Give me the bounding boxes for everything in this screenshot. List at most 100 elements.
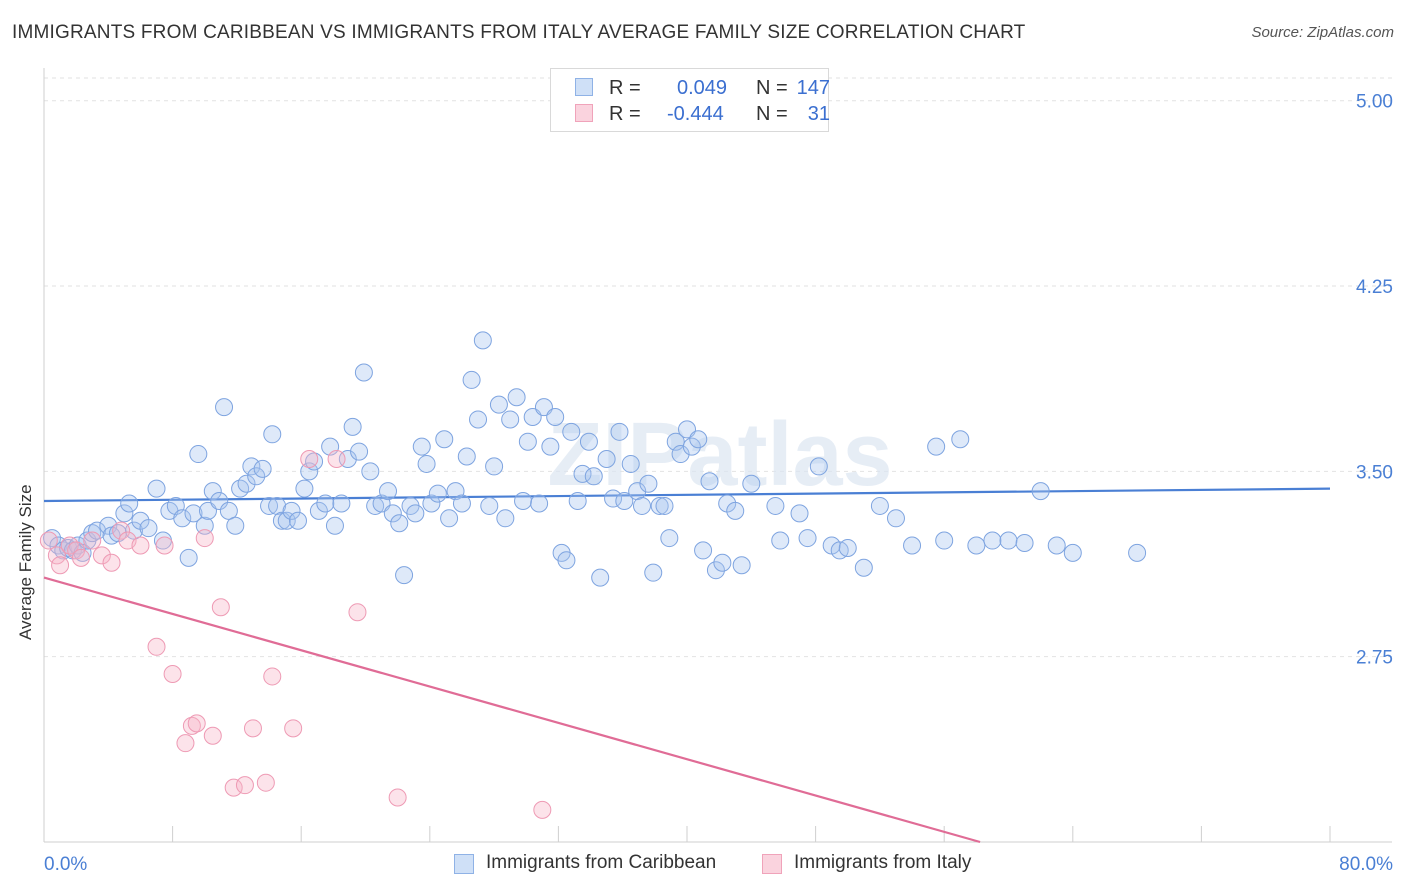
- caribbean-point: [361, 462, 380, 481]
- caribbean-point: [573, 464, 592, 483]
- watermark: ZIPatlas: [547, 405, 892, 505]
- n-value: 31: [807, 103, 830, 125]
- italy-swatch: [575, 104, 593, 122]
- italy-point: [211, 598, 230, 617]
- italy-point: [327, 450, 346, 468]
- caribbean-point: [184, 504, 203, 523]
- caribbean-point: [496, 509, 515, 528]
- caribbean-point: [530, 494, 549, 513]
- caribbean-point: [83, 524, 102, 543]
- tick-labels: 2.75 3.50 4.25 5.00 0.0% 80.0%: [44, 92, 1393, 875]
- caribbean-point: [689, 430, 708, 449]
- caribbean-point: [179, 548, 198, 567]
- caribbean-point: [247, 467, 266, 486]
- italy-point: [263, 667, 282, 686]
- italy-point: [284, 719, 303, 738]
- caribbean-point: [742, 474, 761, 493]
- caribbean-point: [253, 459, 272, 478]
- caribbean-point: [189, 445, 208, 464]
- caribbean-point: [215, 398, 234, 417]
- caribbean-point: [671, 445, 690, 464]
- italy-point: [163, 664, 182, 683]
- caribbean-point: [305, 452, 324, 471]
- italy-point: [47, 546, 66, 565]
- caribbean-point: [354, 363, 373, 382]
- data-points: [39, 331, 1147, 819]
- caribbean-point: [562, 422, 581, 441]
- caribbean-point: [88, 521, 107, 540]
- caribbean-point: [591, 568, 610, 587]
- caribbean-points: [43, 331, 1147, 587]
- caribbean-point: [350, 442, 369, 461]
- r-label: R =: [609, 77, 641, 99]
- caribbean-point: [766, 496, 785, 515]
- italy-point: [39, 531, 58, 550]
- italy-points: [39, 450, 552, 819]
- caribbean-point: [655, 496, 674, 515]
- italy-point: [533, 800, 552, 819]
- caribbean-swatch: [575, 78, 593, 96]
- italy-legend-label: Immigrants from Italy: [794, 852, 972, 873]
- source-label: Source: ZipAtlas.com: [1251, 24, 1394, 41]
- r-value: -0.444: [667, 103, 724, 125]
- caribbean-point: [417, 454, 436, 473]
- chart-title: IMMIGRANTS FROM CARIBBEAN VS IMMIGRANTS …: [12, 22, 1026, 43]
- caribbean-point: [288, 511, 307, 530]
- caribbean-point: [732, 556, 751, 575]
- caribbean-point: [726, 501, 745, 520]
- italy-point: [235, 776, 254, 795]
- italy-point: [112, 521, 131, 540]
- caribbean-point: [462, 370, 481, 389]
- caribbean-point: [682, 437, 701, 456]
- caribbean-point: [568, 492, 587, 511]
- italy-point: [102, 553, 121, 572]
- caribbean-point: [927, 437, 946, 456]
- stats-legend: R = 0.049 N = 147 R = -0.444 N = 31: [550, 68, 830, 132]
- caribbean-trend-line: [43, 487, 1331, 503]
- caribbean-point: [983, 531, 1002, 550]
- caribbean-point: [268, 496, 287, 515]
- n-label: N =: [756, 103, 788, 125]
- caribbean-legend-swatch: [454, 854, 474, 874]
- caribbean-point: [309, 501, 328, 520]
- caribbean-point: [584, 467, 603, 486]
- caribbean-point: [650, 496, 669, 515]
- italy-point: [300, 450, 319, 468]
- caribbean-point: [546, 407, 565, 426]
- caribbean-point: [1063, 543, 1082, 562]
- caribbean-point: [173, 509, 192, 528]
- italy-point: [256, 773, 275, 792]
- r-label: R =: [609, 103, 641, 125]
- caribbean-point: [219, 501, 238, 520]
- caribbean-point: [951, 430, 970, 449]
- trend-lines: [43, 487, 1331, 844]
- caribbean-point: [838, 538, 857, 557]
- caribbean-point: [435, 430, 454, 449]
- caribbean-point: [694, 541, 713, 560]
- caribbean-point: [886, 509, 905, 528]
- caribbean-point: [1031, 482, 1050, 501]
- caribbean-point: [597, 450, 616, 468]
- caribbean-point: [518, 432, 537, 451]
- caribbean-point: [870, 496, 889, 515]
- caribbean-point: [999, 531, 1018, 550]
- caribbean-point: [147, 479, 166, 498]
- caribbean-point: [473, 331, 492, 350]
- caribbean-point: [713, 553, 732, 572]
- italy-point: [348, 603, 367, 622]
- y-tick-label: 4.25: [1356, 277, 1393, 298]
- caribbean-point: [507, 388, 526, 407]
- caribbean-point: [706, 561, 725, 580]
- x-tick-label: 80.0%: [1339, 854, 1393, 875]
- caribbean-point: [771, 531, 790, 550]
- caribbean-point: [967, 536, 986, 555]
- x-tick-label: 0.0%: [44, 854, 87, 875]
- caribbean-point: [644, 563, 663, 582]
- caribbean-point: [125, 521, 144, 540]
- caribbean-point: [412, 437, 431, 456]
- caribbean-point: [379, 482, 398, 501]
- caribbean-point: [383, 504, 402, 523]
- italy-point: [155, 536, 174, 555]
- caribbean-point: [541, 437, 560, 456]
